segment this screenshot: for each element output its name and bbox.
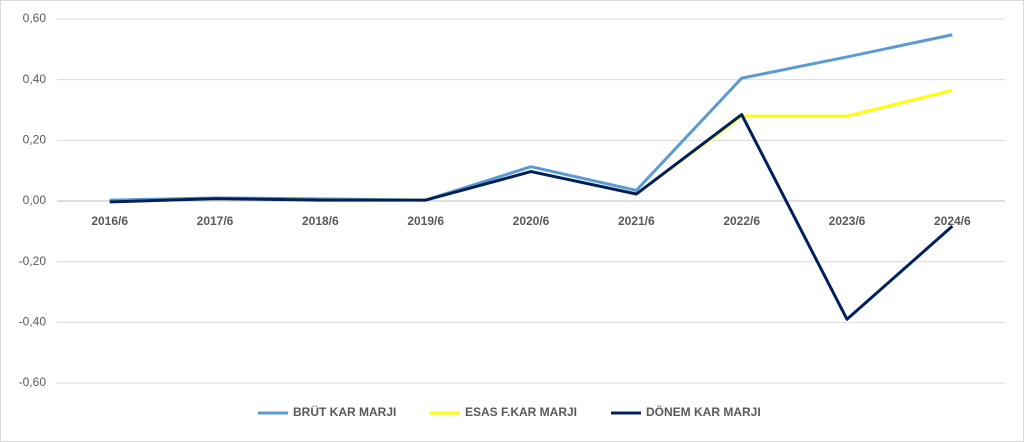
x-tick-label: 2021/6 <box>618 214 655 228</box>
y-tick-label: 0,60 <box>23 11 47 25</box>
x-tick-label: 2020/6 <box>513 214 550 228</box>
y-tick-label: 0,20 <box>23 133 47 147</box>
y-tick-label: -0,40 <box>19 315 47 329</box>
x-tick-label: 2019/6 <box>407 214 444 228</box>
series-line <box>109 113 954 321</box>
x-tick-label: 2017/6 <box>197 214 234 228</box>
y-tick-label: -0,60 <box>19 375 47 389</box>
legend-label: BRÜT KAR MARJI <box>293 404 396 419</box>
x-tick-label: 2023/6 <box>829 214 866 228</box>
y-tick-label: 0,00 <box>23 193 47 207</box>
legend-label: DÖNEM KAR MARJI <box>646 404 761 419</box>
x-tick-label: 2018/6 <box>302 214 339 228</box>
x-tick-label: 2024/6 <box>934 214 971 228</box>
x-tick-label: 2022/6 <box>723 214 760 228</box>
x-tick-label: 2016/6 <box>91 214 128 228</box>
legend-label: ESAS F.KAR MARJI <box>465 405 577 419</box>
y-tick-label: -0,20 <box>19 254 47 268</box>
y-tick-label: 0,40 <box>23 72 47 86</box>
